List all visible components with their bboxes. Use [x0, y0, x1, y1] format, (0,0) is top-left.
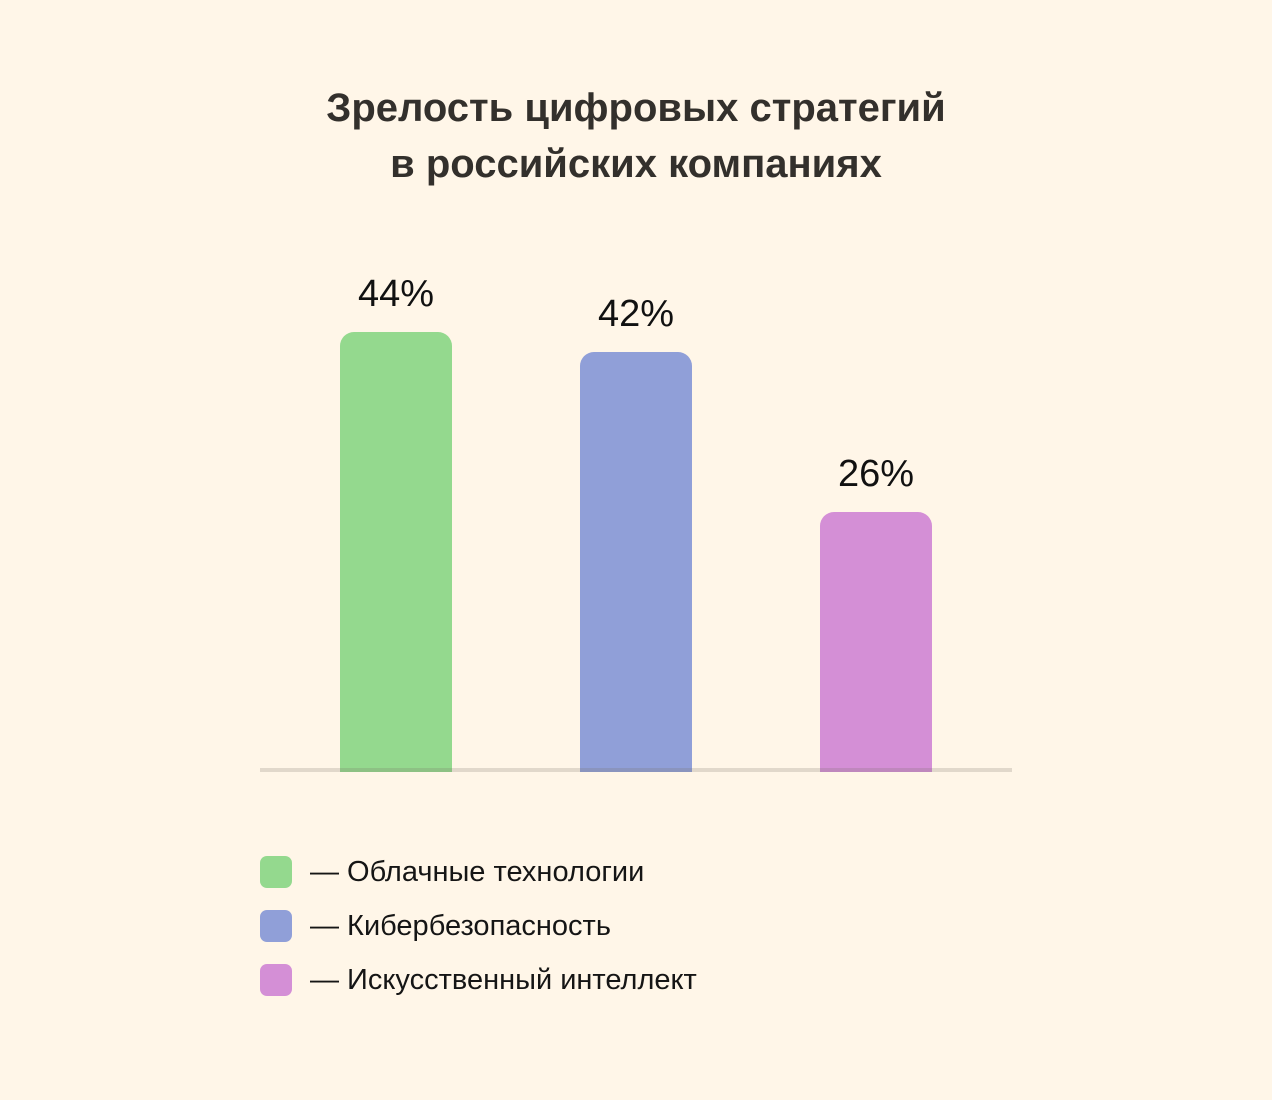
legend-swatch-icon [260, 910, 292, 942]
legend-label: — Облачные технологии [310, 855, 645, 888]
legend: — Облачные технологии — Кибербезопасность… [260, 852, 697, 1014]
legend-swatch-icon [260, 856, 292, 888]
legend-label: — Искусственный интеллект [310, 963, 697, 996]
bar-value-label: 42% [597, 293, 675, 335]
bar-value-label: 26% [837, 453, 915, 495]
legend-item: — Искусственный интеллект [260, 960, 697, 1000]
chart-title-line-2: в российских компаниях [390, 142, 882, 186]
x-axis-baseline [260, 768, 1012, 772]
legend-item: — Облачные технологии [260, 852, 697, 892]
legend-swatch-icon [260, 964, 292, 996]
legend-item: — Кибербезопасность [260, 906, 697, 946]
chart-title: Зрелость цифровых стратегий в российских… [0, 80, 1272, 192]
bar [820, 512, 932, 772]
bar [340, 332, 452, 772]
bar-value-label: 44% [357, 273, 435, 315]
bar-chart: 44% 42% 26% [260, 273, 1012, 772]
legend-label: — Кибербезопасность [310, 909, 611, 942]
bar [580, 352, 692, 772]
chart-title-line-1: Зрелость цифровых стратегий [326, 86, 946, 130]
